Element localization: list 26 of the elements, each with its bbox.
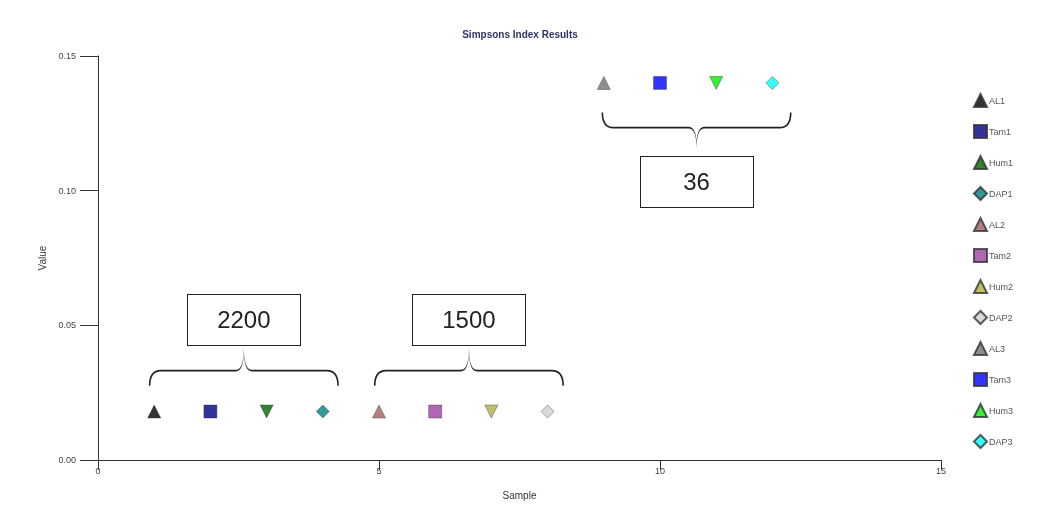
annotation: 1500 — [411, 293, 526, 346]
legend-label: Hum1 — [988, 157, 1014, 168]
chart-title: Simpsons Index Results — [462, 28, 579, 40]
legend-label: DAP1 — [988, 188, 1013, 199]
legend-label: Tam3 — [988, 374, 1012, 385]
y-tick-label: 0.15 — [58, 51, 76, 61]
y-tick-label: 0.05 — [58, 320, 76, 331]
legend-label: DAP3 — [988, 436, 1013, 447]
annotation: 2200 — [186, 293, 301, 346]
x-tick-label: 0 — [95, 465, 101, 476]
x-tick-label: 5 — [376, 465, 382, 476]
y-tick-label: 0.00 — [58, 455, 76, 465]
legend-label: DAP2 — [988, 312, 1013, 323]
legend-label: AL2 — [988, 219, 1006, 230]
x-tick-label: 10 — [654, 465, 666, 476]
x-axis-title: Sample — [502, 489, 537, 501]
annotation: 36 — [639, 156, 754, 209]
x-tick-label: 15 — [935, 465, 947, 476]
y-tick-label: 0.10 — [58, 185, 76, 196]
legend-label: Hum3 — [988, 405, 1014, 416]
legend-label: AL3 — [988, 343, 1006, 354]
y-axis-title: Value — [37, 245, 49, 271]
legend-label: Tam2 — [988, 250, 1012, 261]
legend-label: Tam1 — [988, 126, 1012, 137]
legend-label: Hum2 — [988, 281, 1014, 292]
legend-label: AL1 — [988, 95, 1006, 106]
